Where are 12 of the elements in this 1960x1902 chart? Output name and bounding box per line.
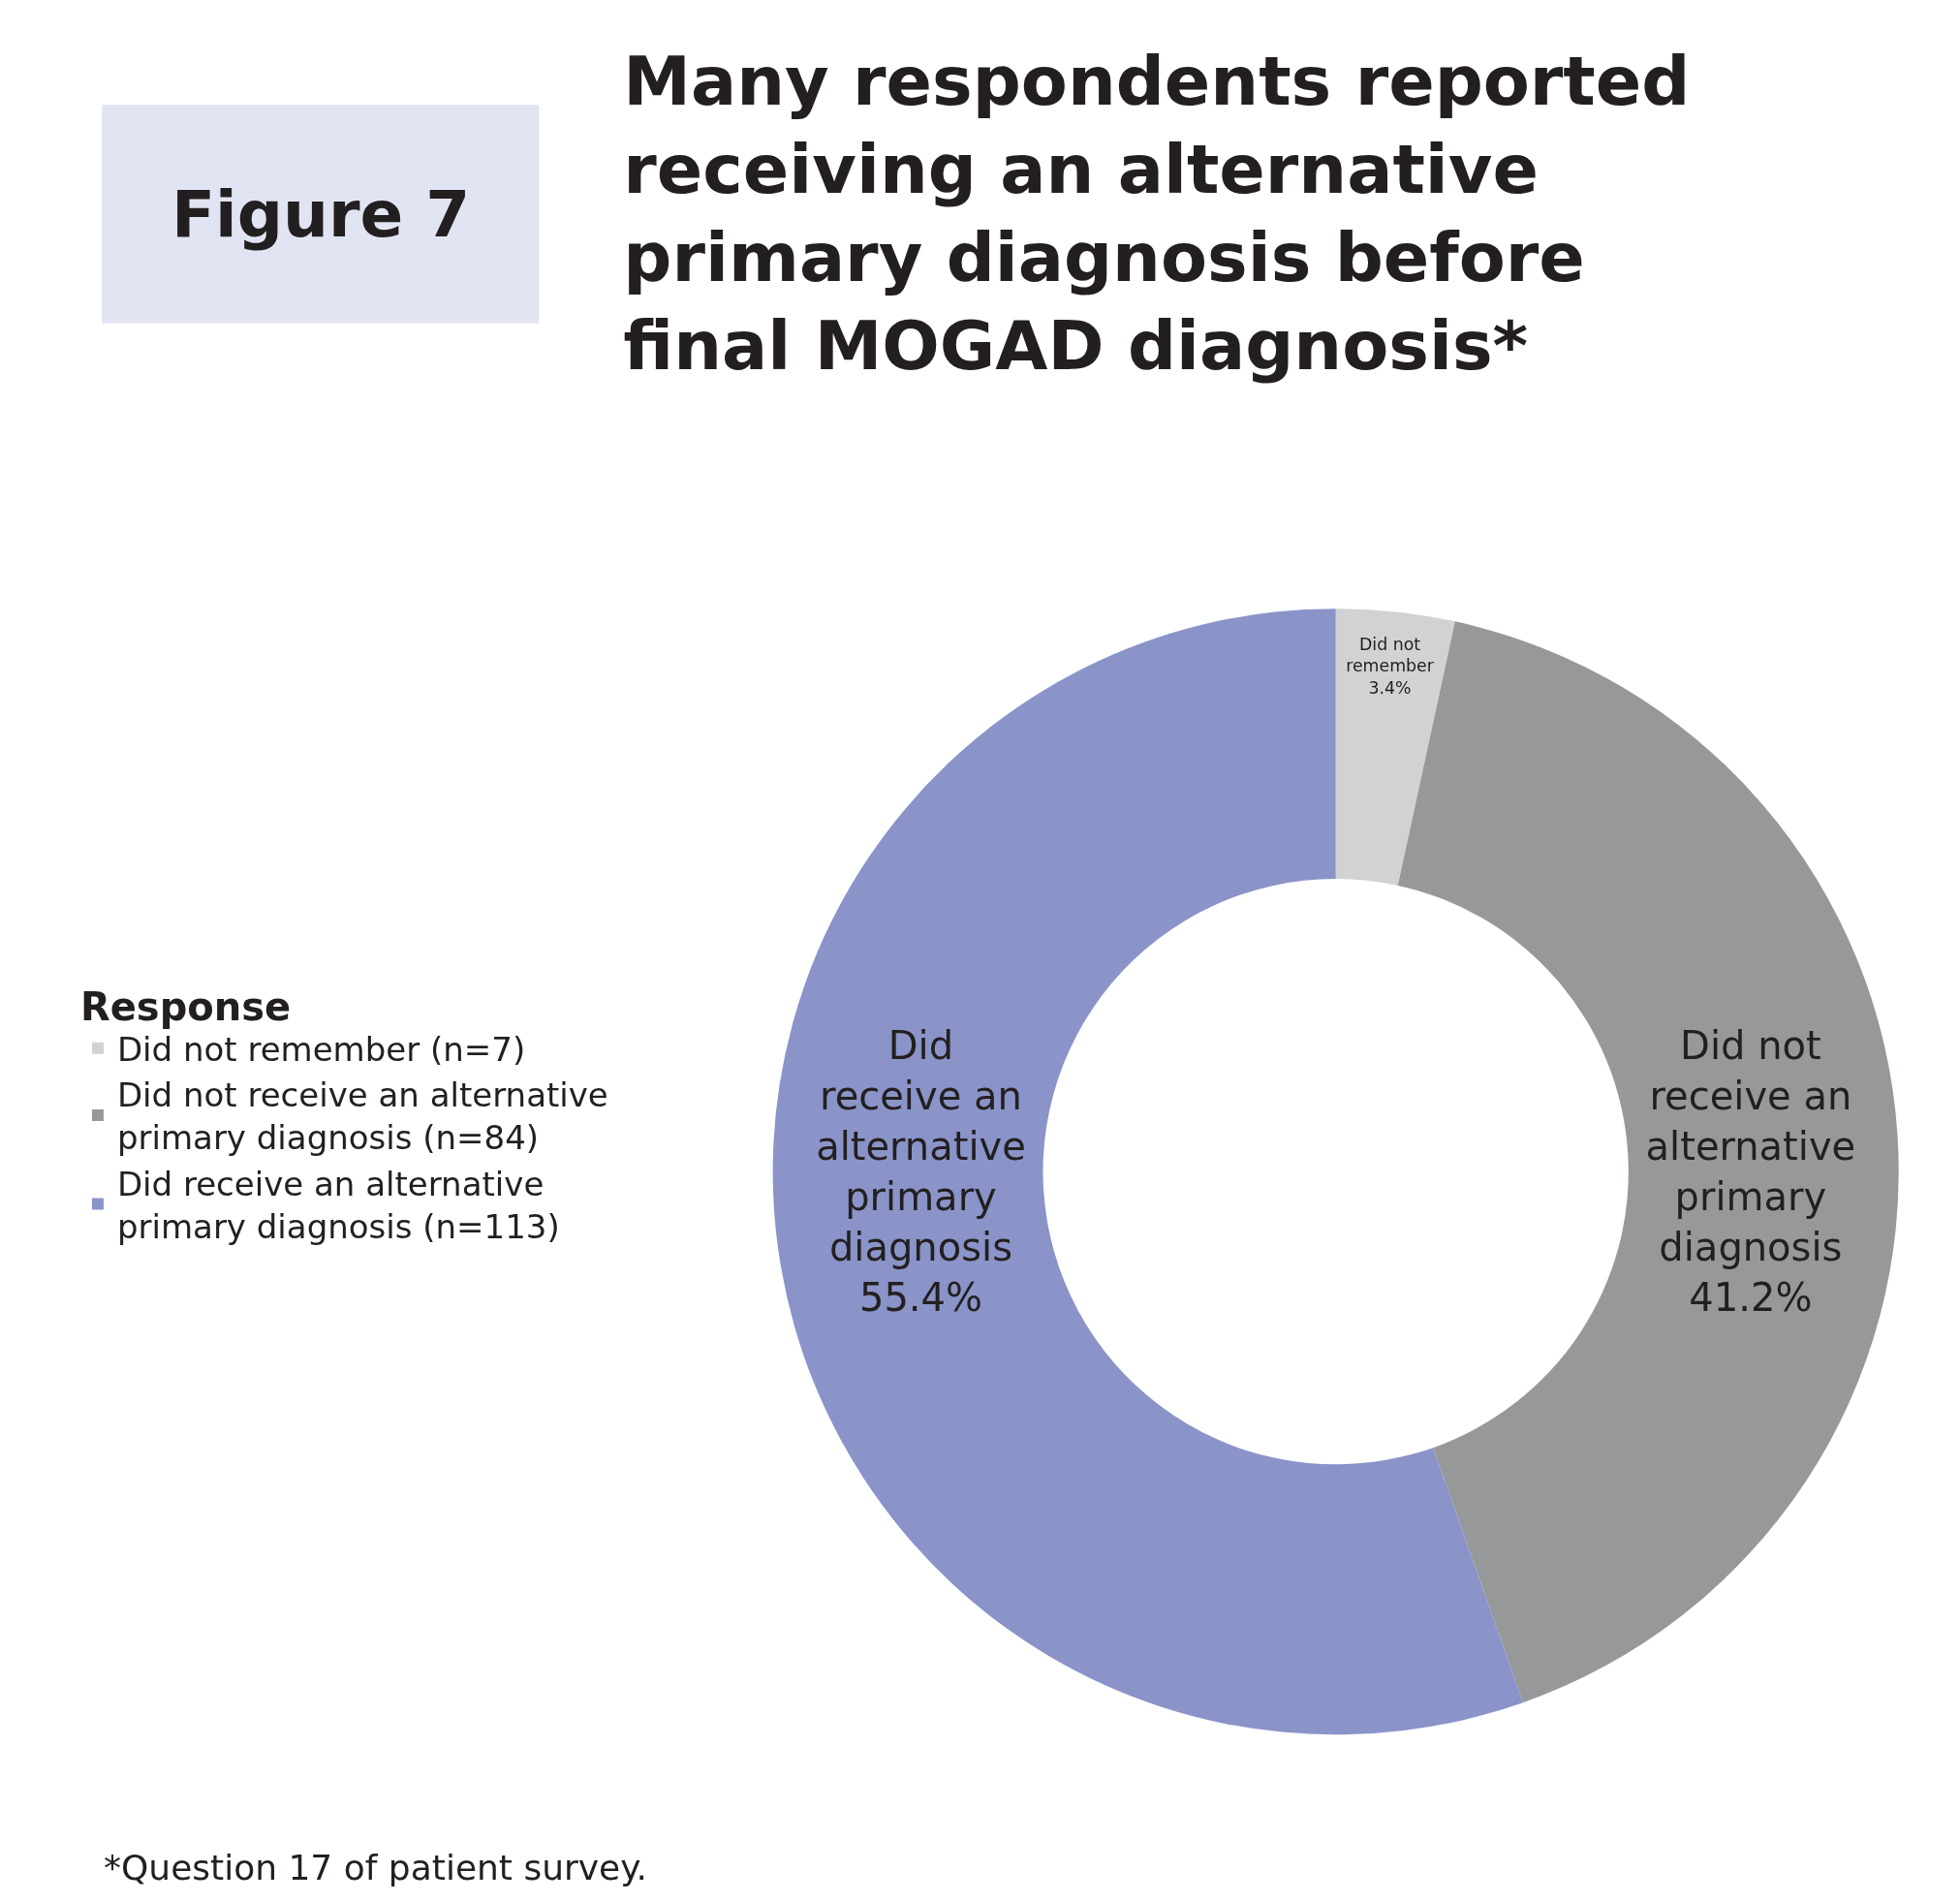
data-label: Did not receive an alternative primary diagnosis 41.2% [1645, 1023, 1856, 1321]
data-label: Did receive an alternative primary diagnosis 55.4% [816, 1023, 1026, 1321]
chart-title: Many respondents reported receiving an alternative primary diagnosis before final MOGAD diagnosis* [623, 41, 1691, 386]
donut-slice [1335, 608, 1455, 886]
legend-label: Did not remember (n=7) [116, 1029, 526, 1069]
legend-label: Did receive an alternative primary diagnosis (n=113) [116, 1164, 560, 1246]
legend-label: Did not receive an alternative primary diagnosis (n=84) [116, 1076, 608, 1158]
chart-subtitle: Figure 7 [171, 177, 471, 252]
text: *Question 17 of patient survey. [104, 1848, 647, 1887]
donut-slice [772, 608, 1524, 1734]
data-label: Did not remember 3.4% [1346, 634, 1435, 698]
legend-title: Response [79, 984, 292, 1030]
